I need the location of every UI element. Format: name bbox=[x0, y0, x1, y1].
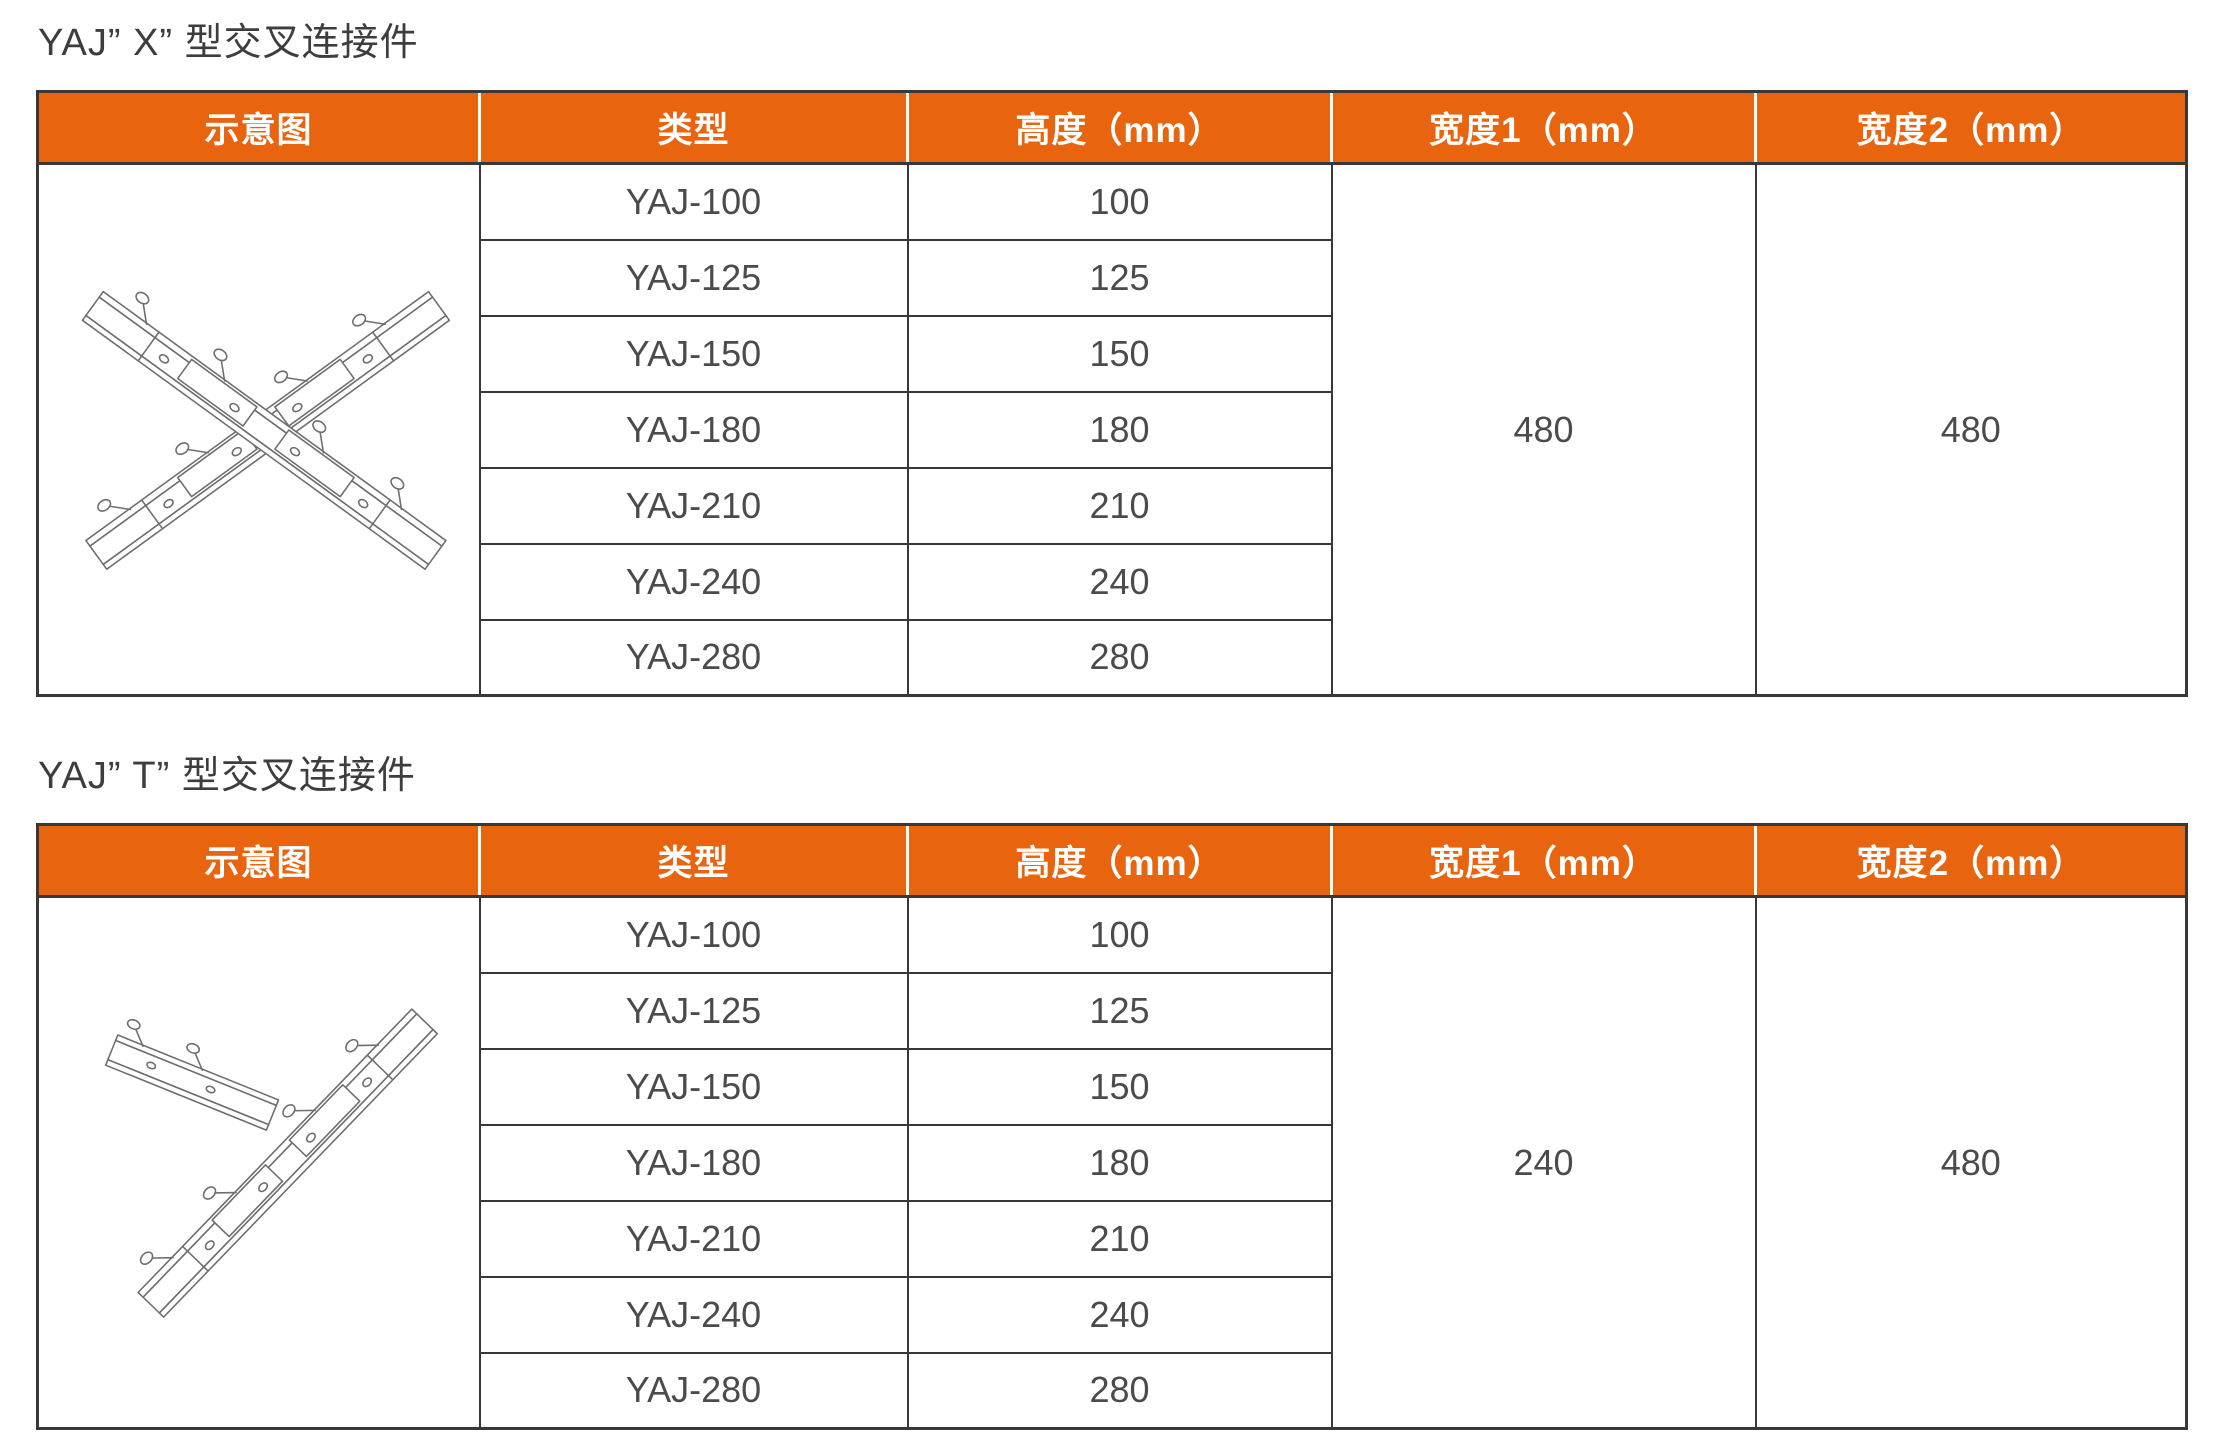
width2-cell: 480 bbox=[1754, 895, 2188, 1430]
height-cell: 150 bbox=[906, 1047, 1333, 1126]
header-row: 示意图 类型 高度（mm） 宽度1（mm） 宽度2（mm） bbox=[36, 90, 2188, 165]
height-cell: 125 bbox=[906, 971, 1333, 1050]
width1-cell: 240 bbox=[1330, 895, 1757, 1430]
type-cell: YAJ-180 bbox=[478, 390, 909, 469]
height-cell: 210 bbox=[906, 1199, 1333, 1278]
table-row: YAJ-150 150 bbox=[38, 314, 2187, 393]
column-header-diagram: 示意图 bbox=[36, 823, 480, 898]
column-header-width1: 宽度1（mm） bbox=[1330, 823, 1756, 898]
table-row: YAJ-150 150 bbox=[38, 1047, 2187, 1126]
height-cell: 240 bbox=[906, 1275, 1333, 1354]
type-cell: YAJ-240 bbox=[478, 1275, 909, 1354]
type-cell: YAJ-240 bbox=[478, 542, 909, 621]
type-cell: YAJ-150 bbox=[478, 1047, 909, 1126]
table-row: YAJ-100 100 480 480 bbox=[36, 162, 2188, 697]
type-cell: YAJ-280 bbox=[478, 618, 909, 697]
header-row: 示意图 类型 高度（mm） 宽度1（mm） 宽度2（mm） bbox=[36, 823, 2188, 898]
table-row: YAJ-180 180 bbox=[38, 1123, 2187, 1202]
diagram-cell bbox=[36, 895, 481, 1430]
height-cell: 280 bbox=[906, 1351, 1333, 1430]
type-cell: YAJ-280 bbox=[478, 1351, 909, 1430]
column-header-type: 类型 bbox=[478, 90, 908, 165]
type-cell: YAJ-125 bbox=[478, 971, 909, 1050]
height-cell: 100 bbox=[906, 162, 1333, 241]
spec-table-x: 示意图 类型 高度（mm） 宽度1（mm） 宽度2（mm） bbox=[36, 90, 2188, 697]
type-cell: YAJ-180 bbox=[478, 1123, 909, 1202]
section-x-type: YAJ” X” 型交叉连接件 示意图 类型 高度（mm） 宽度1（mm） 宽度2… bbox=[36, 20, 2229, 697]
column-header-width2: 宽度2（mm） bbox=[1754, 90, 2188, 165]
table-row: YAJ-210 210 bbox=[38, 466, 2187, 545]
table-row: YAJ-125 125 bbox=[38, 238, 2187, 317]
table-row: YAJ-280 280 bbox=[38, 1351, 2187, 1430]
column-header-width1: 宽度1（mm） bbox=[1330, 90, 1756, 165]
type-cell: YAJ-100 bbox=[478, 162, 909, 241]
height-cell: 180 bbox=[906, 1123, 1333, 1202]
table-row: YAJ-180 180 bbox=[38, 390, 2187, 469]
type-cell: YAJ-210 bbox=[478, 1199, 909, 1278]
width1-cell: 480 bbox=[1330, 162, 1757, 697]
table-row: YAJ-210 210 bbox=[38, 1199, 2187, 1278]
height-cell: 150 bbox=[906, 314, 1333, 393]
column-header-diagram: 示意图 bbox=[36, 90, 480, 165]
height-cell: 280 bbox=[906, 618, 1333, 697]
column-header-type: 类型 bbox=[478, 823, 908, 898]
section-t-type: YAJ” T” 型交叉连接件 示意图 类型 高度（mm） 宽度1（mm） 宽度2… bbox=[36, 753, 2229, 1430]
x-cross-connector-diagram bbox=[71, 272, 460, 570]
table-row: YAJ-100 100 240 480 bbox=[36, 895, 2188, 1430]
table-row: YAJ-125 125 bbox=[38, 971, 2187, 1050]
diagram-cell bbox=[36, 162, 481, 697]
height-cell: 240 bbox=[906, 542, 1333, 621]
width2-cell: 480 bbox=[1754, 162, 2188, 697]
column-header-height: 高度（mm） bbox=[906, 823, 1332, 898]
column-header-height: 高度（mm） bbox=[906, 90, 1332, 165]
spec-table-t: 示意图 类型 高度（mm） 宽度1（mm） 宽度2（mm） bbox=[36, 823, 2188, 1430]
height-cell: 210 bbox=[906, 466, 1333, 545]
type-cell: YAJ-210 bbox=[478, 466, 909, 545]
table-row: YAJ-240 240 bbox=[38, 542, 2187, 621]
type-cell: YAJ-100 bbox=[478, 895, 909, 974]
section-title-t: YAJ” T” 型交叉连接件 bbox=[38, 755, 416, 797]
height-cell: 100 bbox=[906, 895, 1333, 974]
table-row: YAJ-280 280 bbox=[38, 618, 2187, 697]
section-title-x: YAJ” X” 型交叉连接件 bbox=[38, 22, 419, 64]
column-header-width2: 宽度2（mm） bbox=[1754, 823, 2188, 898]
table-row: YAJ-240 240 bbox=[38, 1275, 2187, 1354]
t-cross-connector-diagram bbox=[104, 992, 438, 1318]
type-cell: YAJ-125 bbox=[478, 238, 909, 317]
height-cell: 125 bbox=[906, 238, 1333, 317]
height-cell: 180 bbox=[906, 390, 1333, 469]
type-cell: YAJ-150 bbox=[478, 314, 909, 393]
